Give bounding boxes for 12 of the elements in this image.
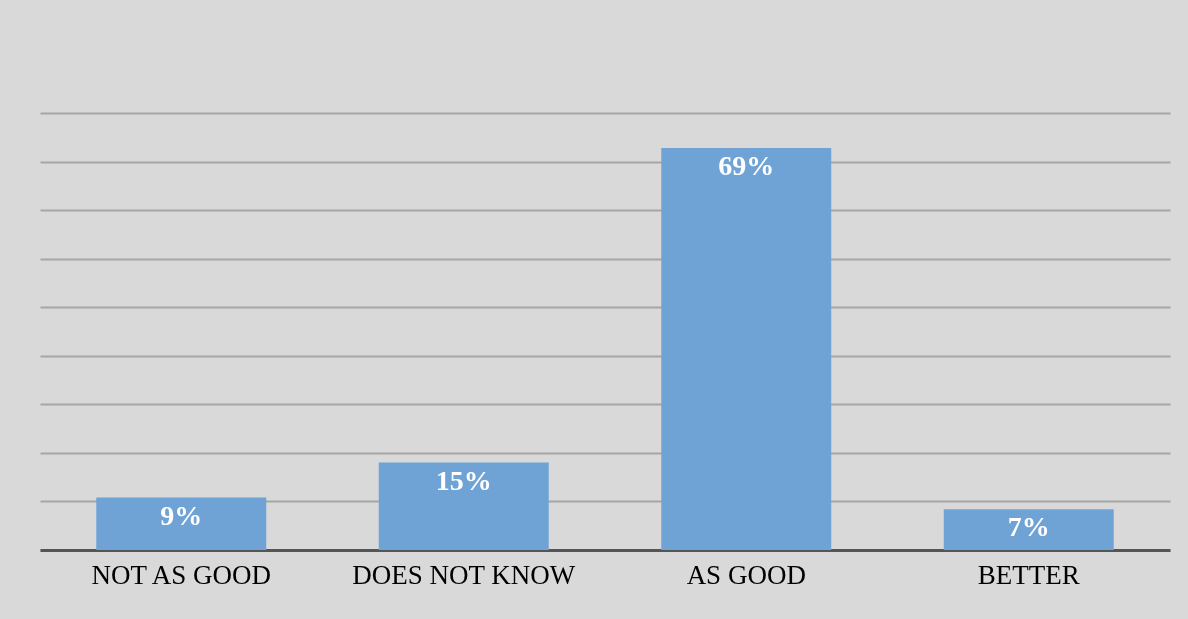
x-tick-label: NOT AS GOOD — [91, 559, 272, 590]
data-label: 69% — [718, 149, 775, 181]
x-tick-label: DOES NOT KNOW — [352, 559, 576, 590]
data-label: 9% — [160, 499, 203, 531]
x-tick-label: AS GOOD — [686, 559, 806, 590]
bar — [96, 497, 267, 550]
bar — [378, 462, 549, 550]
x-tick-label: BETTER — [977, 559, 1080, 590]
bar — [661, 147, 832, 550]
data-label: 7% — [1007, 511, 1050, 543]
bar — [943, 509, 1114, 550]
data-label: 15% — [435, 464, 492, 496]
